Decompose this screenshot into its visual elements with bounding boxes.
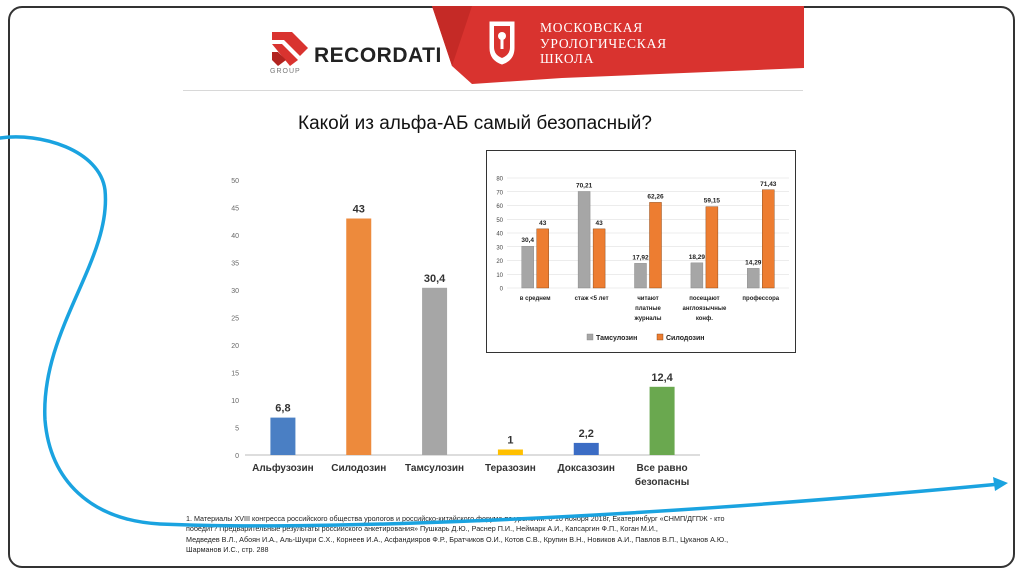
legend-swatch bbox=[656, 333, 664, 341]
data-label: 6,8 bbox=[275, 403, 290, 415]
bar bbox=[573, 442, 599, 455]
y-tick-label: 70 bbox=[496, 190, 503, 196]
y-tick-label: 35 bbox=[231, 261, 239, 268]
x-tick-label: стаж <5 лет bbox=[575, 296, 609, 302]
school-title-line: УРОЛОГИЧЕСКАЯ bbox=[540, 35, 667, 51]
footnote-line: Медведев В.Л., Абоян И.А., Аль-Шукри С.Х… bbox=[186, 534, 729, 544]
data-label: 71,43 bbox=[760, 181, 777, 188]
y-tick-label: 45 bbox=[231, 206, 239, 213]
x-tick-label: Все равно bbox=[637, 463, 688, 474]
bar bbox=[762, 189, 775, 289]
bar bbox=[690, 262, 704, 289]
y-tick-label: 40 bbox=[231, 233, 239, 240]
bar bbox=[705, 206, 719, 289]
x-tick-label: безопасны bbox=[635, 476, 689, 488]
recordati-brand: RECORDATI bbox=[314, 44, 442, 67]
data-label: 30,4 bbox=[521, 237, 534, 244]
data-label: 62,26 bbox=[647, 193, 664, 200]
y-tick-label: 50 bbox=[231, 178, 239, 185]
bar bbox=[536, 228, 549, 289]
footnote-line: победит? Предварительные результаты росс… bbox=[186, 524, 658, 534]
footnote: 1. Материалы XVIII конгресса российского… bbox=[186, 514, 806, 556]
legend-label: Тамсулозин bbox=[596, 335, 637, 342]
x-tick-label: Тамсулозин bbox=[405, 463, 464, 474]
bar bbox=[649, 386, 675, 455]
recordati-mark-icon bbox=[272, 32, 308, 66]
y-tick-label: 80 bbox=[496, 177, 503, 183]
x-tick-label: Альфузозин bbox=[252, 462, 314, 474]
data-label: 59,15 bbox=[704, 198, 721, 205]
y-tick-label: 0 bbox=[235, 453, 239, 460]
y-tick-label: 20 bbox=[231, 343, 239, 350]
y-tick-label: 30 bbox=[496, 245, 503, 251]
x-tick-label: посещают bbox=[689, 296, 719, 302]
inset-chart-box: 0 10 20 30 40 50 60 70 80 30,4 43 в среднем 70,21 43 с… bbox=[486, 150, 796, 353]
bar bbox=[634, 263, 647, 289]
x-tick-label: платные bbox=[635, 306, 661, 312]
school-title: МОСКОВСКАЯ УРОЛОГИЧЕСКАЯ ШКОЛА bbox=[540, 20, 667, 67]
x-tick-label: в среднем bbox=[520, 296, 551, 302]
data-label: 43 bbox=[539, 220, 547, 227]
data-label: 18,29 bbox=[689, 254, 706, 261]
data-label: 70,21 bbox=[576, 182, 593, 189]
bar bbox=[422, 287, 448, 455]
legend-label: Силодозин bbox=[666, 335, 705, 342]
legend-swatch bbox=[586, 333, 594, 341]
data-label: 30,4 bbox=[424, 273, 446, 285]
y-tick-label: 50 bbox=[496, 218, 503, 224]
x-tick-label: Доксазозин bbox=[558, 463, 615, 474]
footnote-line: Шарманов И.С., стр. 288 bbox=[186, 545, 269, 555]
header-divider bbox=[183, 90, 803, 91]
y-tick-label: 20 bbox=[496, 259, 503, 265]
x-tick-label: профессора bbox=[742, 295, 779, 302]
y-tick-label: 10 bbox=[231, 398, 239, 405]
x-tick-label: журналы bbox=[633, 316, 661, 322]
data-label: 17,92 bbox=[632, 254, 649, 261]
data-label: 2,2 bbox=[579, 428, 594, 440]
y-tick-label: 0 bbox=[500, 287, 504, 293]
y-tick-label: 60 bbox=[496, 204, 503, 210]
bar bbox=[497, 449, 523, 455]
school-emblem-icon bbox=[489, 21, 515, 65]
recordati-logo: RECORDATI GROUP bbox=[268, 30, 441, 80]
bar bbox=[577, 191, 591, 289]
y-tick-label: 30 bbox=[231, 288, 239, 295]
data-label: 14,29 bbox=[745, 259, 762, 266]
y-tick-label: 5 bbox=[235, 426, 239, 433]
y-tick-label: 10 bbox=[496, 273, 503, 279]
data-label: 43 bbox=[353, 204, 365, 216]
school-title-line: МОСКОВСКАЯ bbox=[540, 20, 644, 35]
x-tick-label: Теразозин bbox=[485, 463, 536, 474]
school-title-line: ШКОЛА bbox=[540, 51, 595, 66]
y-tick-label: 40 bbox=[496, 232, 503, 238]
bar bbox=[747, 268, 760, 289]
x-tick-label: читают bbox=[637, 296, 658, 302]
header-banner bbox=[432, 6, 804, 84]
x-tick-label: англоязычные bbox=[682, 306, 726, 312]
bar bbox=[521, 245, 534, 289]
bar bbox=[592, 228, 606, 289]
x-tick-label: Силодозин bbox=[331, 463, 386, 474]
page-title: Какой из альфа-АБ самый безопасный? bbox=[298, 113, 652, 134]
data-label: 1 bbox=[507, 435, 513, 447]
bar bbox=[346, 218, 372, 455]
y-tick-label: 25 bbox=[231, 316, 239, 323]
recordati-group: GROUP bbox=[270, 68, 301, 75]
footnote-line: 1. Материалы XVIII конгресса российского… bbox=[186, 514, 725, 523]
bar bbox=[649, 202, 662, 289]
y-tick-label: 15 bbox=[231, 371, 239, 378]
x-tick-label: конф. bbox=[696, 315, 713, 322]
inset-bar-chart: 0 10 20 30 40 50 60 70 80 30,4 43 в среднем 70,21 43 с… bbox=[496, 177, 789, 342]
data-label: 43 bbox=[595, 220, 603, 227]
data-label: 12,4 bbox=[651, 372, 673, 384]
bar bbox=[270, 417, 296, 455]
